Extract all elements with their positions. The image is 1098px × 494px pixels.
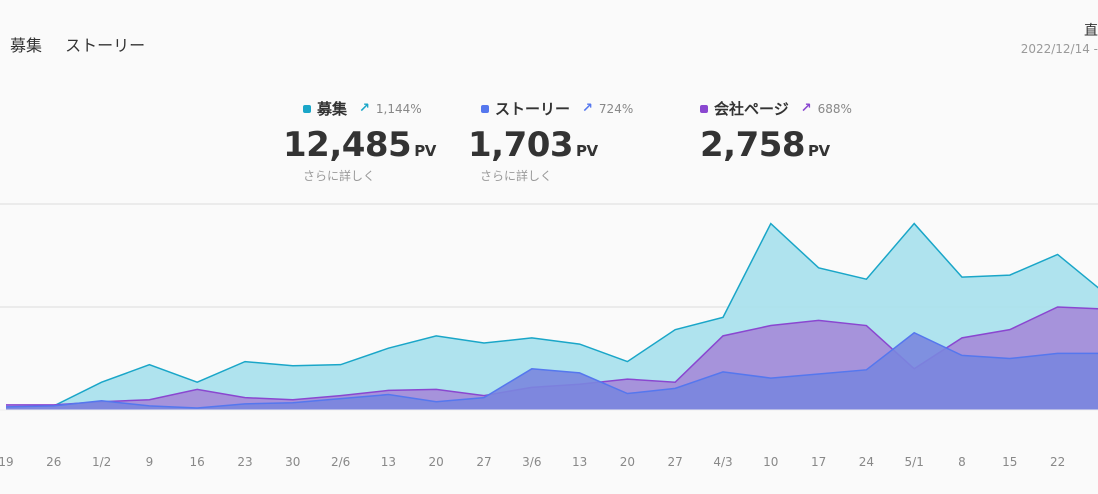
x-tick-label: 20 [429,455,444,469]
x-tick-label: 1/2 [92,455,111,469]
metric-growth: 1,144% [375,101,422,116]
metric-growth: 688% [817,101,852,116]
details-link[interactable]: さらに詳しく [303,169,376,183]
x-tick-label: 19 [0,455,14,469]
x-tick-label: 15 [1002,455,1017,469]
x-tick-label: 13 [381,455,396,469]
x-tick-label: 8 [958,455,966,469]
x-tick-label: 26 [46,455,61,469]
metric-growth: 724% [598,101,634,116]
pv-area-chart: 19 26 1/2 9 16 23 30 2/6 13 20 27 3/6 13 20 27 4/3 10 17 2… [0,203,1098,469]
x-tick-label: 20 [620,455,635,469]
metric-story: ストーリー ↗ 724% 1,703 PV さらに詳しく [468,98,633,184]
series-line-2 [5,331,1098,409]
x-tick-label: 17 [811,455,826,469]
trend-up-icon: ↗ [359,101,370,116]
metric-unit: PV [576,142,598,160]
trend-up-icon: ↗ [582,101,593,116]
metric-value: 2,758 [700,125,806,165]
metric-recruit: 募集 ↗ 1,144% 12,485 PV さらに詳しく [283,98,436,184]
legend-swatch-icon [481,104,489,113]
tab-recruit[interactable]: 募集 [10,36,43,55]
period-label[interactable]: 直 [1084,23,1098,39]
metric-company: 会社ページ ↗ 688% 2,758 PV [700,98,852,165]
x-tick-label: 9 [146,455,154,469]
x-tick-label: 27 [476,455,491,469]
x-tick-label: 3/6 [522,455,541,469]
x-tick-label: 4/3 [713,455,732,469]
metric-label: ストーリー [495,100,571,118]
series-area-2 [6,332,1098,410]
metric-unit: PV [808,142,830,160]
legend-swatch-icon [303,104,311,113]
metric-label: 募集 [317,100,348,118]
legend-swatch-icon [700,104,708,113]
x-tick-label: 5/1 [905,455,924,469]
metric-label: 会社ページ [714,100,789,118]
series-line-0 [5,222,1098,409]
details-link[interactable]: さらに詳しく [480,169,553,183]
x-tick-label: 24 [859,455,874,469]
metric-unit: PV [414,142,436,160]
x-tick-label: 27 [668,455,683,469]
x-tick-label: 30 [285,455,300,469]
x-tick-label: 10 [763,455,778,469]
x-tick-label: 16 [190,455,205,469]
trend-up-icon: ↗ [800,101,812,116]
x-tick-label: 2/6 [331,455,350,469]
date-range: 2022/12/14 - [1020,42,1098,56]
tab-story[interactable]: ストーリー [65,36,146,55]
metric-value: 1,703 [468,125,574,165]
x-tick-label: 22 [1050,455,1065,469]
content-tabs: 募集 ストーリー [10,32,163,56]
x-tick-label: 23 [237,455,252,469]
x-tick-label: 13 [572,455,587,469]
metric-value: 12,485 [283,125,412,165]
